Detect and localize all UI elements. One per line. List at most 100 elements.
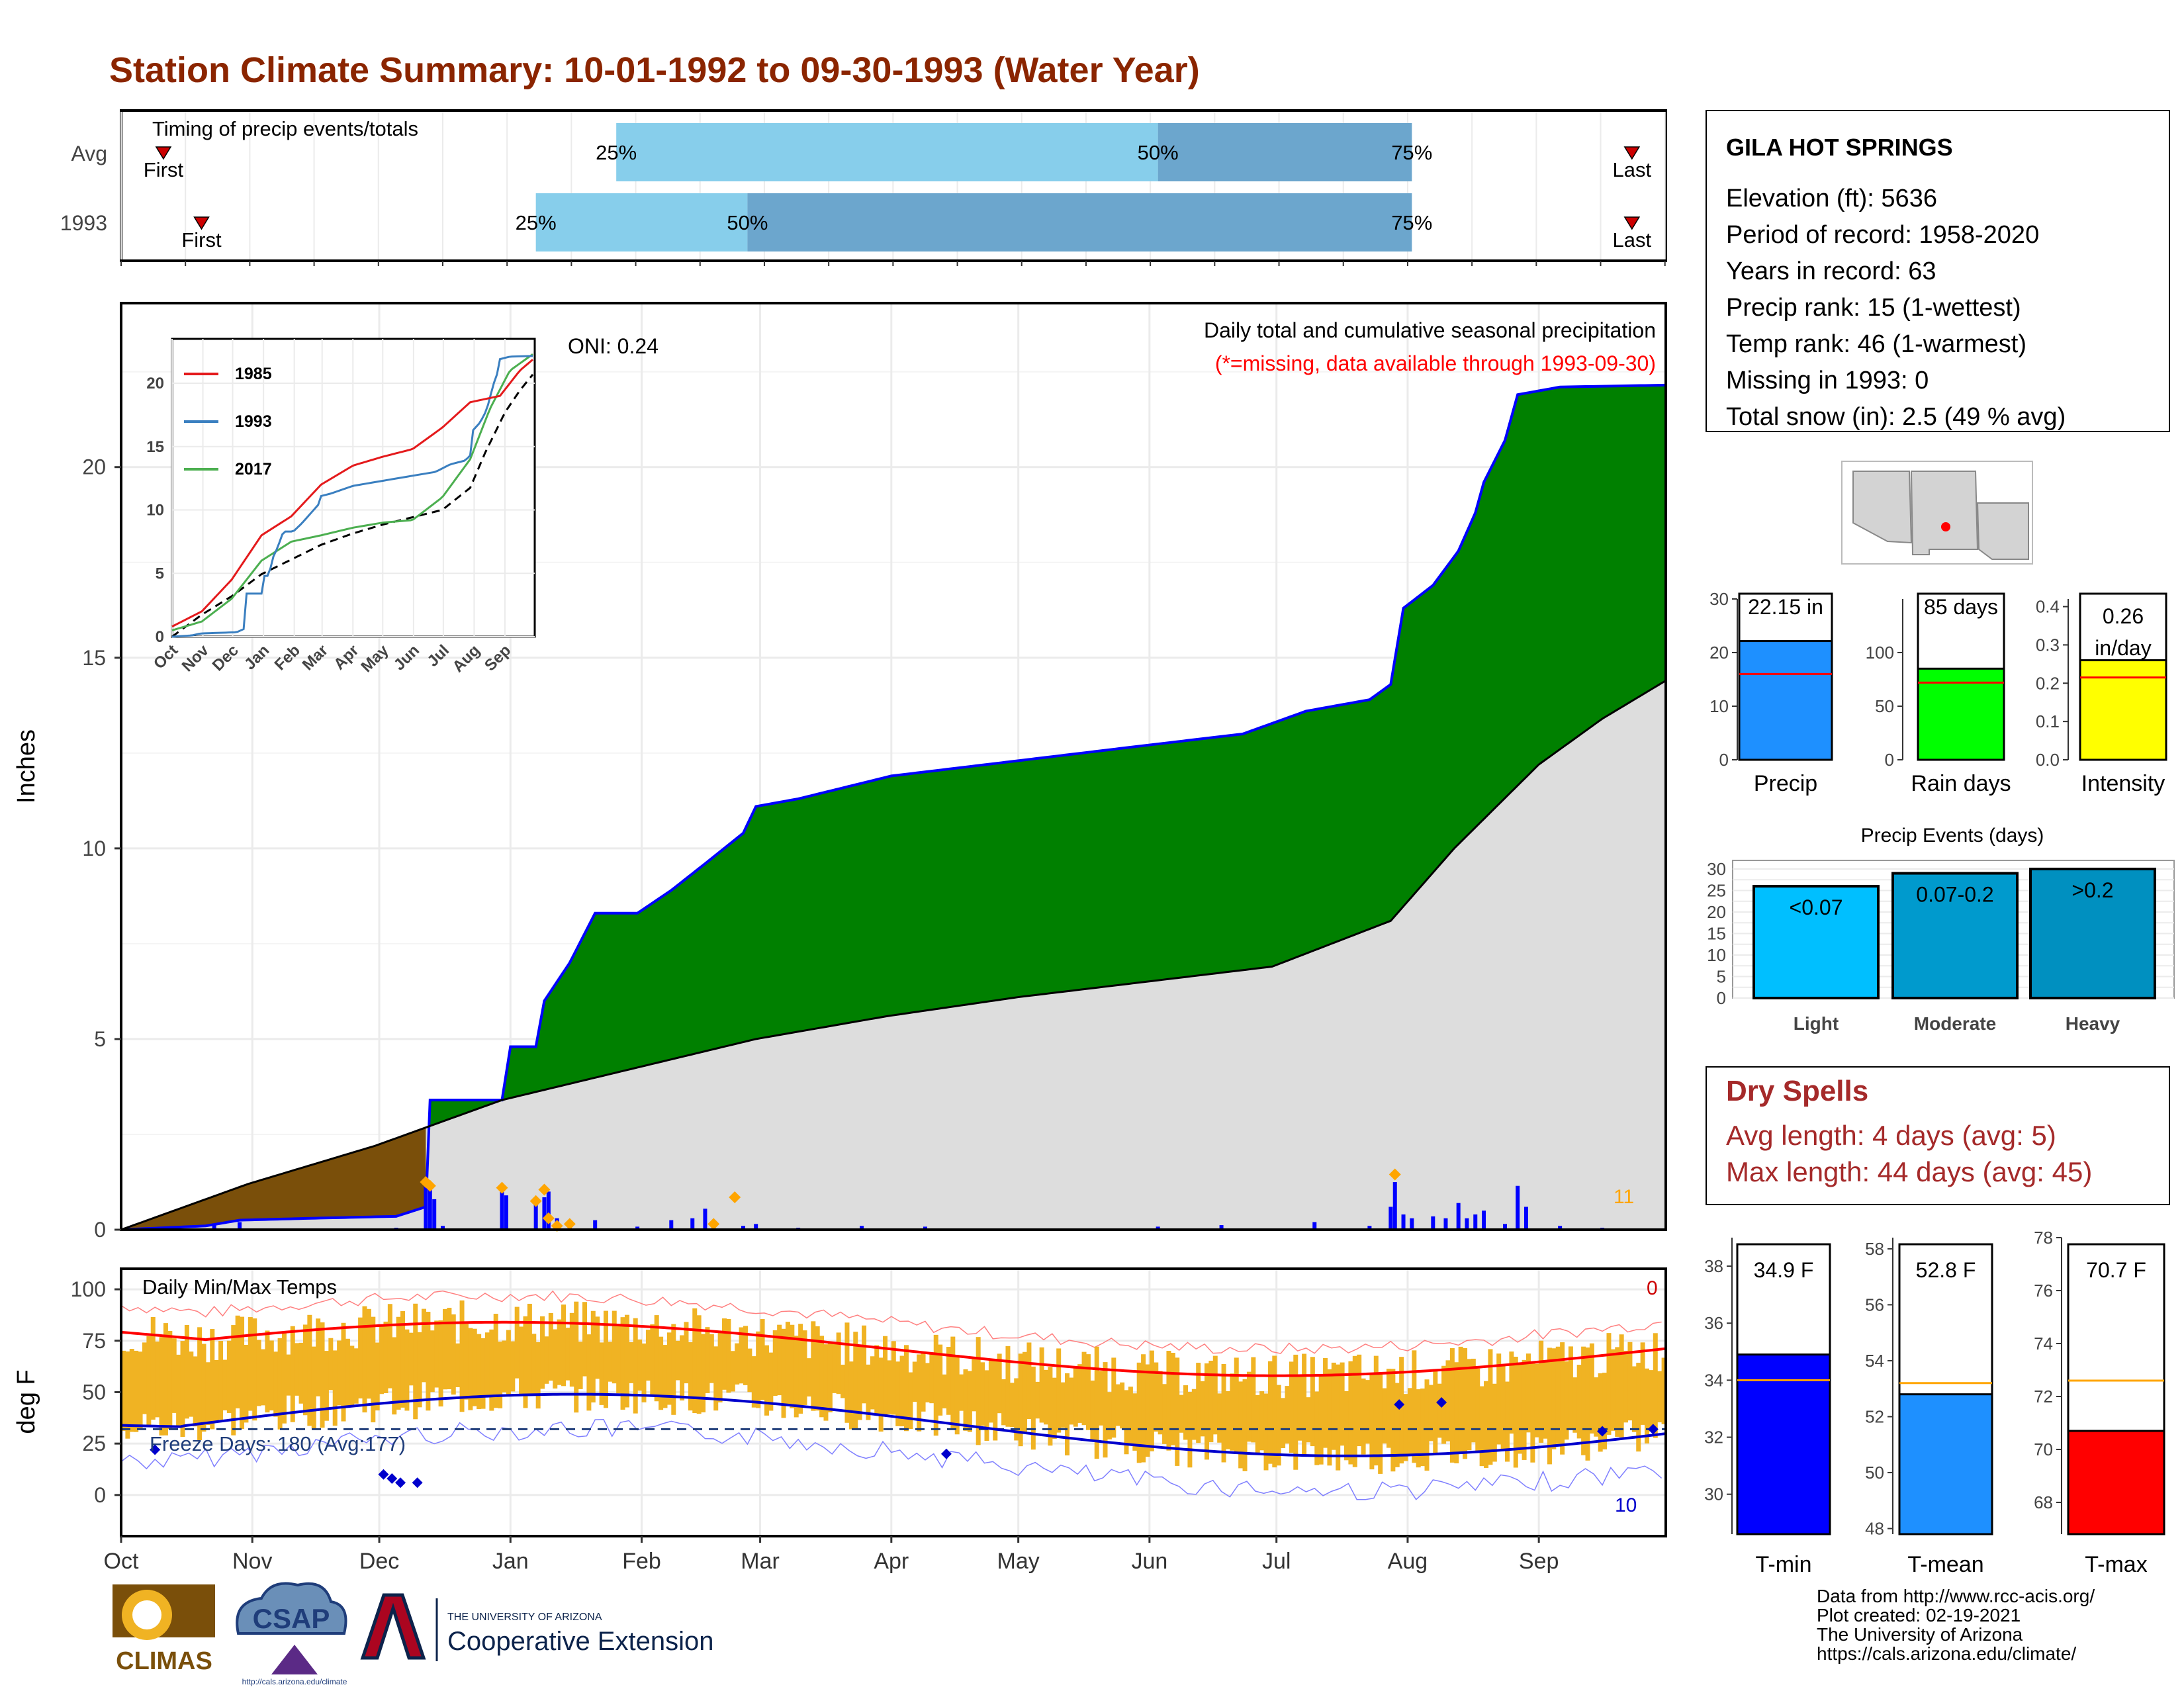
daily-precip-bar bbox=[1401, 1214, 1406, 1230]
daily-temp-bar bbox=[1039, 1347, 1044, 1423]
daily-temp-bar bbox=[1539, 1340, 1544, 1443]
precip-events-bar-label: 0.07-0.2 bbox=[1916, 883, 1993, 907]
daily-temp-bar bbox=[586, 1334, 592, 1411]
daily-temp-bar bbox=[248, 1317, 253, 1411]
daily-temp-bar bbox=[146, 1336, 152, 1426]
summary-tick-label: 10 bbox=[1709, 696, 1729, 716]
station-temp-rank: Temp rank: 46 (1-warmest) bbox=[1726, 330, 2026, 358]
daily-temp-bar bbox=[1492, 1383, 1497, 1462]
timing-bar-25-50 bbox=[535, 193, 748, 251]
footer-credits: Data from http://www.rcc-acis.org/ Plot … bbox=[1817, 1586, 2095, 1664]
daily-temp-bar bbox=[959, 1374, 964, 1411]
timing-label-25: 25% bbox=[516, 211, 557, 234]
daily-temp-bar bbox=[1530, 1363, 1535, 1463]
record-cold-marker bbox=[412, 1477, 423, 1488]
daily-temp-bar bbox=[1394, 1383, 1400, 1467]
temp-summary-tick-label: 74 bbox=[2034, 1334, 2053, 1353]
daily-temp-bar bbox=[1158, 1371, 1163, 1435]
daily-precip-bar bbox=[1388, 1207, 1393, 1230]
precip-events-title: Precip Events (days) bbox=[1861, 825, 2044, 846]
summary-bar-value-label: 22.15 in bbox=[1748, 595, 1823, 619]
daily-temp-bar bbox=[1217, 1393, 1222, 1443]
daily-temp-bar bbox=[1555, 1346, 1561, 1444]
daily-temp-bar bbox=[1386, 1369, 1391, 1448]
daily-temp-bar bbox=[1585, 1347, 1590, 1461]
daily-precip-bar bbox=[690, 1218, 695, 1230]
temp-summary-category-label: T-min bbox=[1756, 1552, 1812, 1577]
daily-temp-bar bbox=[976, 1337, 981, 1445]
daily-temp-bar bbox=[362, 1306, 367, 1413]
daily-temp-bar bbox=[472, 1328, 477, 1406]
daily-temp-bar bbox=[1281, 1398, 1286, 1449]
daily-temp-bar bbox=[295, 1343, 300, 1396]
daily-temp-bar bbox=[1115, 1384, 1120, 1426]
daily-temp-bar bbox=[878, 1357, 884, 1432]
daily-temp-bar bbox=[883, 1336, 888, 1416]
daily-temp-bar bbox=[578, 1342, 583, 1389]
station-name: GILA HOT SPRINGS bbox=[1726, 134, 1953, 161]
inset-series-2017-line bbox=[171, 353, 533, 631]
page-title: Station Climate Summary: 10-01-1992 to 0… bbox=[109, 50, 1200, 90]
daily-temp-bar bbox=[548, 1312, 553, 1381]
daily-temp-bar bbox=[925, 1363, 930, 1402]
month-tick-label-feb: Feb bbox=[622, 1549, 661, 1574]
daily-temp-bar bbox=[832, 1344, 837, 1393]
daily-temp-bar bbox=[1018, 1353, 1023, 1447]
daily-temp-bar bbox=[1175, 1357, 1180, 1466]
daily-temp-bar bbox=[438, 1320, 443, 1407]
daily-temp-bar bbox=[265, 1330, 270, 1413]
daily-temp-bar bbox=[963, 1369, 968, 1431]
daily-precip-bar bbox=[860, 1226, 864, 1230]
extreme-precip-marker bbox=[707, 1218, 720, 1230]
summary-tick-label: 100 bbox=[1866, 643, 1894, 663]
daily-temp-bar bbox=[997, 1353, 1002, 1414]
inset-y-tick-label: 15 bbox=[146, 438, 164, 456]
daily-temp-bar bbox=[1191, 1389, 1197, 1440]
inset-series-1985-line bbox=[171, 359, 533, 628]
daily-temp-bar bbox=[1458, 1346, 1463, 1454]
daily-temp-bar bbox=[535, 1342, 541, 1409]
daily-temp-bar bbox=[506, 1330, 511, 1395]
daily-temp-bar bbox=[1064, 1373, 1069, 1456]
daily-temp-bar bbox=[1433, 1369, 1438, 1454]
first-event-label: First bbox=[144, 158, 184, 181]
record-cold-marker bbox=[940, 1448, 952, 1459]
daily-precip-bar bbox=[546, 1191, 551, 1230]
daily-temp-bar bbox=[273, 1351, 279, 1417]
daily-temp-bar bbox=[527, 1303, 532, 1394]
temp-summary-tick-label: 38 bbox=[1704, 1256, 1723, 1276]
daily-temp-bar bbox=[1212, 1355, 1218, 1435]
daily-temp-bar bbox=[1416, 1389, 1421, 1468]
daily-temp-bar bbox=[790, 1324, 795, 1408]
daily-temp-bar bbox=[853, 1332, 858, 1430]
daily-temp-bar bbox=[1009, 1383, 1015, 1428]
daily-temp-bar bbox=[1077, 1364, 1083, 1423]
month-tick-label-nov: Nov bbox=[232, 1549, 272, 1574]
daily-temp-bar bbox=[1306, 1397, 1311, 1443]
daily-temp-bar bbox=[252, 1318, 257, 1421]
station-precip-rank: Precip rank: 15 (1-wettest) bbox=[1726, 294, 2021, 322]
daily-temp-bar bbox=[1606, 1333, 1612, 1435]
footer-website: https://cals.arizona.edu/climate/ bbox=[1817, 1643, 2076, 1664]
daily-temp-bar bbox=[954, 1355, 960, 1435]
daily-temp-bar bbox=[1361, 1378, 1366, 1455]
avg-min-temp-line bbox=[120, 1393, 1666, 1457]
temp-y-tick-label: 50 bbox=[82, 1380, 106, 1404]
daily-temp-bar bbox=[1518, 1365, 1523, 1454]
record-cold-marker bbox=[378, 1469, 389, 1480]
temp-summary-tick-label: 78 bbox=[2034, 1228, 2053, 1248]
daily-temp-bar bbox=[218, 1341, 224, 1420]
daily-temp-bar bbox=[785, 1322, 790, 1405]
daily-temp-bar bbox=[281, 1331, 287, 1424]
daily-temp-bar bbox=[844, 1322, 850, 1423]
precip-events-y-tick-label: 20 bbox=[1707, 902, 1726, 922]
daily-temp-bar bbox=[1085, 1354, 1091, 1430]
daily-temp-bar bbox=[468, 1328, 473, 1410]
daily-temp-bar bbox=[1005, 1346, 1011, 1427]
daily-temp-bar bbox=[1424, 1379, 1430, 1471]
daily-temp-bar bbox=[142, 1342, 147, 1414]
inset-y-tick-label: 20 bbox=[146, 375, 164, 392]
daily-temp-bar bbox=[523, 1316, 528, 1408]
record-cold-marker bbox=[387, 1473, 398, 1484]
summary-bar-value-label: 85 days bbox=[1924, 595, 1998, 619]
